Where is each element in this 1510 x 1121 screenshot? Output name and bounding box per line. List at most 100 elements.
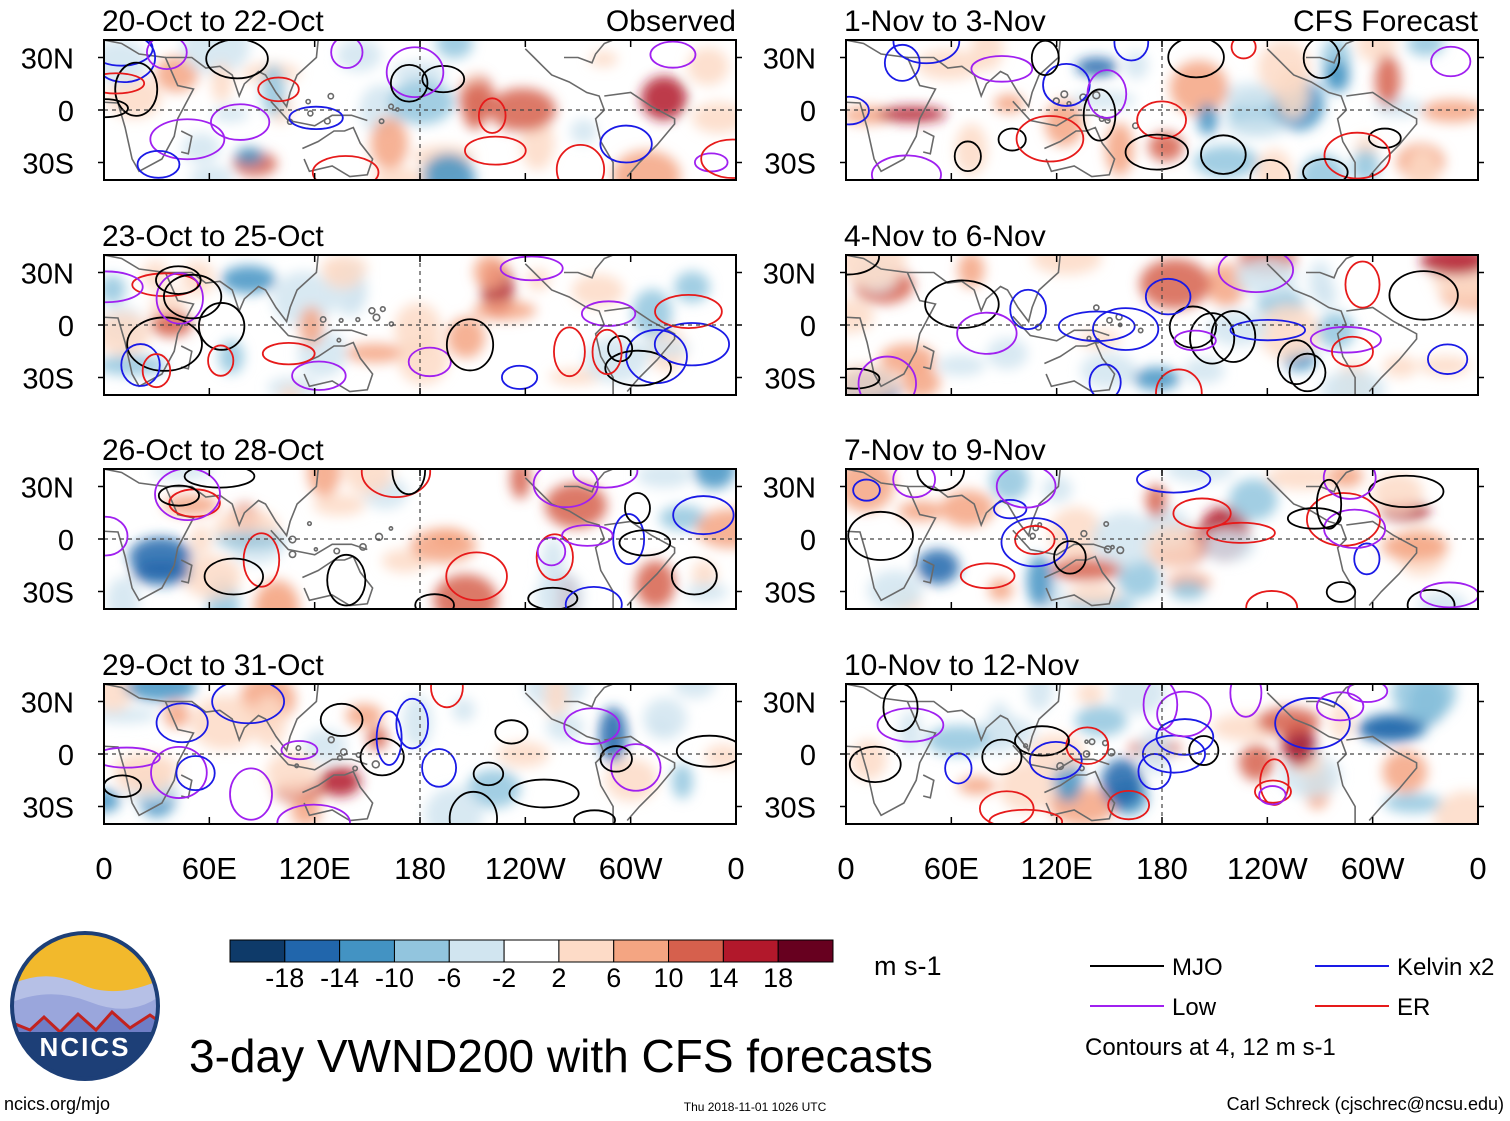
- wave-contours: [104, 255, 730, 391]
- continent-outlines: [104, 469, 676, 609]
- colorbar-tick-label: -2: [492, 963, 516, 993]
- panel-date-title: 1-Nov to 3-Nov: [844, 5, 1046, 38]
- footer-author: Carl Schreck (cjschrec@ncsu.edu): [1227, 1094, 1504, 1114]
- lat-label: 30S: [22, 149, 74, 181]
- panel-forecast-3: 30N 0 30S 7-Nov to 9-Nov: [763, 434, 1484, 610]
- colorbar: -18 -14 -10 -6 -2 2 6 10 14 18: [229, 939, 834, 993]
- lat-label: 30N: [21, 688, 74, 720]
- legend-label: Low: [1172, 994, 1217, 1021]
- lat-label: 0: [800, 96, 816, 128]
- footer-timestamp: Thu 2018-11-01 1026 UTC: [684, 1100, 827, 1114]
- panel-date-title: 7-Nov to 9-Nov: [844, 434, 1046, 467]
- wave-contours: [846, 40, 1472, 180]
- legend-label: ER: [1397, 994, 1430, 1021]
- legend-label: MJO: [1172, 954, 1223, 981]
- lat-label: 30N: [763, 473, 816, 505]
- lat-label: 30N: [763, 44, 816, 76]
- lon-tick-label: 180: [1136, 851, 1188, 886]
- panel-date-title: 23-Oct to 25-Oct: [102, 220, 324, 253]
- lat-label: 30N: [21, 259, 74, 291]
- lon-tick-label: 60E: [182, 851, 237, 886]
- panel-date-title: 29-Oct to 31-Oct: [102, 649, 324, 682]
- lat-label: 0: [58, 311, 74, 343]
- colorbar-tick-label: -18: [265, 963, 304, 993]
- colorbar-tick-label: 18: [763, 963, 793, 993]
- wave-contours: [104, 40, 736, 180]
- lon-tick-label: 120E: [1020, 851, 1092, 886]
- legend-label: Kelvin x2: [1397, 954, 1494, 981]
- observed-column-label: Observed: [606, 5, 736, 38]
- panel-observed-3: 30N 0 30S 26-Oct to 28-Oct: [21, 434, 742, 610]
- wave-contours: [846, 255, 1469, 395]
- colorbar-units: m s-1: [874, 951, 942, 981]
- contour-note: Contours at 4, 12 m s-1: [1085, 1034, 1336, 1061]
- lat-label: 0: [58, 740, 74, 772]
- panel-date-title: 20-Oct to 22-Oct: [102, 5, 324, 38]
- lat-label: 30S: [22, 793, 74, 825]
- panel-forecast-4: 30N 0 30S 10-Nov to 12-Nov: [763, 649, 1484, 825]
- continent-outlines: [846, 255, 1418, 395]
- lat-label: 30N: [763, 688, 816, 720]
- panel-observed-1: 30N 0 30S 20-Oct to 22-Oct: [21, 5, 742, 181]
- lat-label: 0: [800, 740, 816, 772]
- lat-label: 30S: [764, 364, 816, 396]
- colorbar-tick-label: 10: [654, 963, 684, 993]
- colorbar-swatch: [613, 939, 670, 963]
- ncics-logo: NCICS: [10, 931, 160, 1081]
- lon-tick-label: 60E: [924, 851, 979, 886]
- colorbar-swatch: [339, 939, 395, 963]
- colorbar-swatch: [503, 939, 560, 963]
- panels: 30N 0 30S 20-Oct to 22-Oct 30N 0 30S 23-Oct to …: [21, 5, 1484, 825]
- colorbar-swatch: [393, 939, 450, 963]
- forecast-column-label: CFS Forecast: [1293, 5, 1479, 38]
- colorbar-tick-label: 14: [708, 963, 738, 993]
- wave-contours: [104, 684, 736, 824]
- lon-tick-label: 120W: [485, 851, 567, 886]
- colorbar-tick-label: -6: [437, 963, 461, 993]
- colorbar-swatch: [448, 939, 505, 963]
- panel-observed-4: 30N 0 30S 29-Oct to 31-Oct: [21, 649, 742, 825]
- colorbar-tick-label: -10: [375, 963, 414, 993]
- lat-label: 30S: [764, 149, 816, 181]
- lon-tick-label: 180: [394, 851, 446, 886]
- lat-label: 30S: [22, 364, 74, 396]
- lon-tick-label: 60W: [599, 851, 663, 886]
- vwnd-shading: [104, 255, 710, 395]
- lon-tick-label: 60W: [1341, 851, 1405, 886]
- legend: MJO Kelvin x2 Low ER: [1090, 954, 1494, 1021]
- lon-tick-label: 0: [1469, 851, 1486, 886]
- lon-tick-label: 0: [727, 851, 744, 886]
- footer-url[interactable]: ncics.org/mjo: [4, 1094, 110, 1114]
- wave-contours: [848, 684, 1389, 824]
- lon-tick-label: 0: [837, 851, 854, 886]
- lat-label: 30S: [764, 793, 816, 825]
- vwnd-shading: [104, 684, 736, 824]
- colorbar-swatch: [777, 939, 834, 963]
- lat-label: 30N: [21, 473, 74, 505]
- lon-tick-label: 120E: [278, 851, 350, 886]
- colorbar-tick-label: -14: [320, 963, 359, 993]
- colorbar-swatch: [229, 939, 286, 963]
- colorbar-swatch: [558, 939, 615, 963]
- panel-forecast-2: 30N 0 30S 4-Nov to 6-Nov: [763, 220, 1484, 396]
- panel-date-title: 10-Nov to 12-Nov: [844, 649, 1079, 682]
- lat-label: 30S: [764, 578, 816, 610]
- panel-date-title: 26-Oct to 28-Oct: [102, 434, 324, 467]
- lat-label: 30N: [21, 44, 74, 76]
- colorbar-swatch: [284, 939, 341, 963]
- panel-date-title: 4-Nov to 6-Nov: [844, 220, 1046, 253]
- continent-outlines: [846, 684, 1418, 824]
- lat-label: 30S: [22, 578, 74, 610]
- lat-label: 30N: [763, 259, 816, 291]
- colorbar-tick-label: 6: [606, 963, 621, 993]
- panel-forecast-1: 30N 0 30S 1-Nov to 3-Nov: [763, 5, 1484, 181]
- wave-contours: [104, 469, 735, 609]
- colorbar-tick-label: 2: [551, 963, 566, 993]
- figure-title: 3-day VWND200 with CFS forecasts: [189, 1030, 933, 1082]
- continent-outlines: [104, 684, 676, 824]
- continent-outlines: [846, 40, 1418, 180]
- panel-observed-2: 30N 0 30S 23-Oct to 25-Oct: [21, 220, 742, 396]
- continent-outlines: [846, 469, 1418, 609]
- lat-label: 0: [800, 525, 816, 557]
